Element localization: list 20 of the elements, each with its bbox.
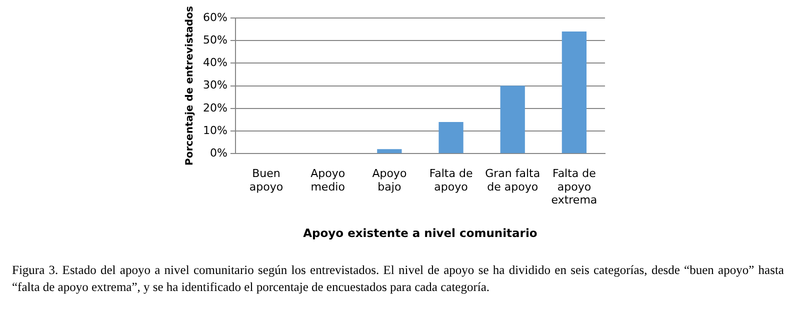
y-tick-label: 50% — [202, 33, 228, 46]
x-tick-label: Falta de apoyo — [429, 167, 473, 194]
bar — [438, 122, 464, 154]
y-tick-label: 20% — [202, 101, 228, 114]
x-tick-label: Buen apoyo — [249, 167, 284, 194]
x-tick-label: Gran falta de apoyo — [485, 167, 540, 194]
y-tick-label: 40% — [202, 56, 228, 70]
y-axis-title: Porcentaje de entrevistados — [184, 6, 196, 166]
x-tick-label: Apoyo medio — [310, 167, 346, 194]
bar — [562, 32, 587, 154]
bar — [500, 86, 525, 154]
y-tick-label: 60% — [202, 10, 228, 24]
bar — [377, 149, 402, 154]
x-axis-title: Apoyo existente a nivel comunitario — [303, 226, 538, 240]
y-tick-label: 0% — [210, 146, 228, 160]
y-tick-label: 10% — [202, 124, 228, 137]
text: Figura 3. Estado del apoyo a nivel comunitario según los entrevistados. El nivel de apoyo se ha dividido en seis categorías, desde “buen apoyo” hasta “falta de apoyo extrema”, y se ha identificado el porcentaje de encuestados para cada categoría. — [12, 262, 784, 296]
x-tick-label: Apoyo bajo — [372, 167, 407, 194]
y-tick-label: 30% — [202, 78, 228, 92]
x-tick-label: Falta de apoyo extrema — [551, 167, 598, 206]
